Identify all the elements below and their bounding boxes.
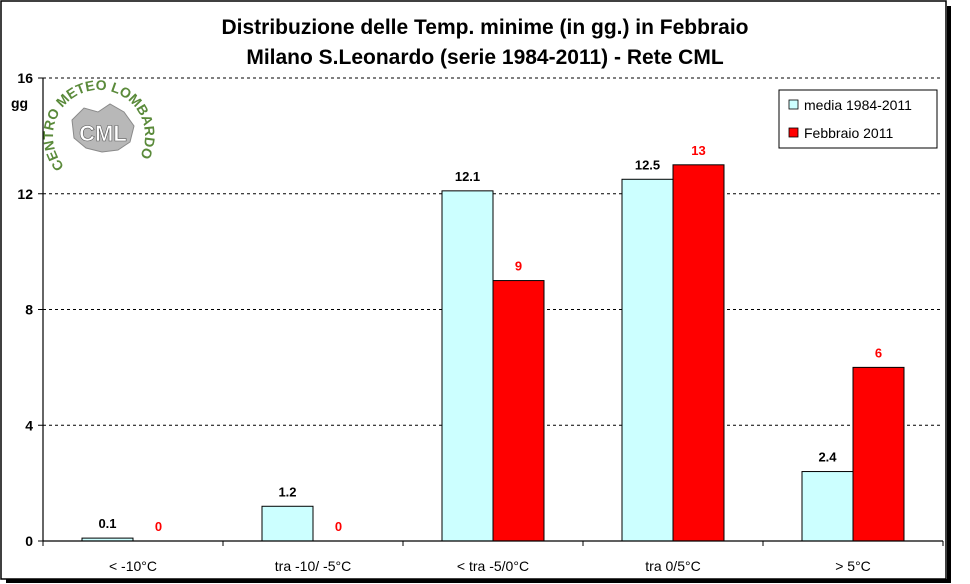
x-tick-label: < -10°C — [109, 558, 157, 574]
chart-title: Distribuzione delle Temp. minime (in gg.… — [222, 16, 749, 39]
bar — [672, 164, 725, 542]
data-label: 6 — [875, 345, 882, 360]
y-tick-label: 4 — [25, 417, 33, 433]
frame-shadow-right — [947, 6, 951, 582]
bar — [852, 366, 905, 542]
bar — [441, 190, 494, 542]
legend-swatch-media — [788, 99, 799, 110]
data-label: 13 — [691, 143, 705, 158]
x-tick-label: < tra -5/0°C — [457, 558, 529, 574]
y-tick-label: 16 — [17, 70, 33, 86]
legend-label-media: media 1984-2011 — [804, 97, 912, 113]
logo-center-text: CML — [79, 121, 127, 146]
data-label: 12.1 — [455, 169, 480, 184]
legend-swatch-febbraio — [788, 127, 799, 138]
data-label: 0.1 — [98, 516, 116, 531]
y-tick-label: 12 — [17, 186, 33, 202]
data-label: 12.5 — [635, 157, 660, 172]
y-tick-label: 8 — [25, 302, 33, 318]
bar — [801, 471, 854, 542]
legend-label-febbraio: Febbraio 2011 — [804, 125, 893, 141]
y-tick-label: 0 — [25, 533, 33, 549]
lombardy-map-icon — [71, 103, 135, 153]
data-label: 2.4 — [818, 450, 837, 465]
data-label: 0 — [335, 519, 342, 534]
frame-shadow-bottom — [6, 579, 951, 583]
bar — [492, 280, 545, 542]
y-axis-label: gg — [11, 95, 28, 111]
chart-subtitle: Milano S.Leonardo (serie 1984-2011) - Re… — [246, 46, 723, 69]
bar — [621, 178, 674, 542]
legend-box — [778, 89, 938, 149]
x-tick-label: > 5°C — [835, 558, 871, 574]
data-label: 1.2 — [278, 484, 296, 499]
x-tick-label: tra -10/ -5°C — [275, 558, 351, 574]
legend: media 1984-2011 Febbraio 2011 — [778, 89, 938, 149]
bar — [261, 505, 314, 542]
data-label: 9 — [515, 259, 522, 274]
data-label: 0 — [155, 519, 162, 534]
x-tick-label: tra 0/5°C — [645, 558, 700, 574]
